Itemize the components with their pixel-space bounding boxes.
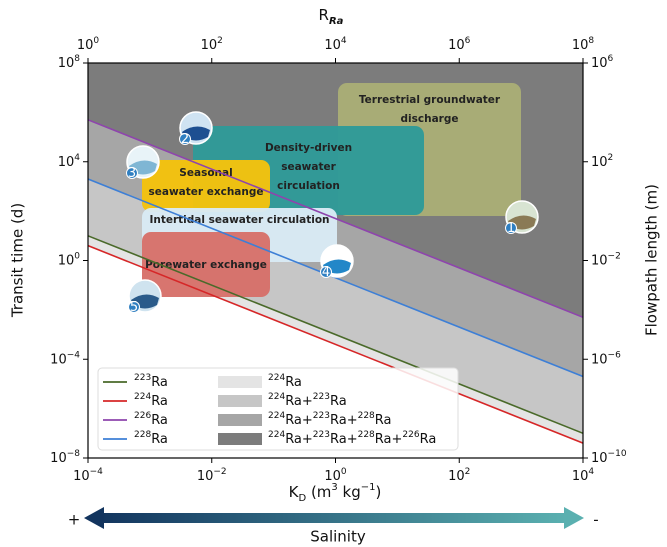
annotation-text: Porewater exchange bbox=[145, 259, 267, 271]
x2-tick-label: 100 bbox=[77, 36, 100, 53]
y-tick-label: 108 bbox=[58, 54, 81, 71]
annotation-text: seawater exchange bbox=[148, 186, 263, 198]
annotation-text: Intertidal seawater circulation bbox=[149, 214, 329, 226]
legend-swatch bbox=[218, 395, 262, 407]
salinity-arrow-shaft bbox=[96, 513, 566, 523]
salinity-label: Salinity bbox=[310, 528, 366, 546]
legend-label: 224Ra bbox=[134, 392, 168, 409]
x-tick-label: 10−4 bbox=[73, 467, 103, 484]
axis-title-part: −1 bbox=[361, 482, 376, 493]
icon-badge bbox=[320, 266, 332, 278]
icon-badge bbox=[179, 133, 191, 145]
y2-axis-title: Flowpath length (m) bbox=[643, 184, 661, 336]
annotation-text: Density-driven bbox=[265, 142, 352, 154]
legend-label: 226Ra bbox=[134, 411, 168, 428]
axis-title-part: Ra bbox=[329, 16, 344, 27]
x2-tick-label: 104 bbox=[324, 36, 347, 53]
icon-badge bbox=[128, 301, 140, 313]
axis-title-part: R bbox=[319, 6, 329, 24]
y2-tick-label: 106 bbox=[591, 54, 614, 71]
legend-swatch bbox=[218, 433, 262, 445]
axis-title-part: ) bbox=[376, 483, 382, 501]
axis-title-part: 3 bbox=[331, 482, 337, 493]
icon-number: 1 bbox=[507, 221, 515, 236]
series-line bbox=[88, 119, 583, 319]
legend-label: 228Ra bbox=[134, 430, 168, 447]
icon-number: 2 bbox=[181, 132, 189, 147]
x-tick-label: 102 bbox=[448, 467, 470, 484]
y2-tick-label: 102 bbox=[591, 152, 613, 169]
x-axis-title: KD (m3 kg−1) bbox=[289, 482, 382, 504]
icon-number: 3 bbox=[128, 166, 136, 181]
annotation-text: seawater bbox=[281, 161, 336, 173]
x-tick-label: 104 bbox=[572, 467, 595, 484]
icon-number: 4 bbox=[322, 265, 330, 280]
y-tick-label: 10−4 bbox=[50, 350, 80, 367]
y2-tick-label: 10−10 bbox=[591, 449, 627, 466]
annotation-text: Terrestrial groundwater bbox=[359, 94, 501, 106]
x-tick-label: 10−2 bbox=[197, 467, 227, 484]
salinity-minus: - bbox=[593, 511, 598, 529]
legend-swatch bbox=[218, 414, 262, 426]
legend-label: 224Ra bbox=[268, 373, 302, 390]
x2-tick-label: 108 bbox=[572, 36, 595, 53]
salinity-arrow-right bbox=[564, 507, 584, 529]
axis-title-part: D bbox=[298, 493, 306, 504]
annotation-text: Seasonal bbox=[179, 167, 232, 179]
annotation-text: circulation bbox=[277, 180, 340, 192]
x2-tick-label: 106 bbox=[448, 36, 471, 53]
icon-number: 5 bbox=[130, 300, 138, 315]
salinity-arrow-left bbox=[84, 507, 104, 529]
icon-badge bbox=[505, 222, 517, 234]
x-tick-label: 100 bbox=[324, 467, 347, 484]
y-axis-title: Transit time (d) bbox=[9, 203, 27, 318]
legend-label: 224Ra+223Ra bbox=[268, 392, 347, 409]
series-line bbox=[88, 244, 583, 444]
y-tick-label: 10−8 bbox=[50, 449, 80, 466]
legend-box bbox=[97, 367, 459, 451]
legend-swatch bbox=[218, 376, 262, 388]
icon-badge bbox=[126, 167, 138, 179]
legend-label: 224Ra+223Ra+228Ra+226Ra bbox=[268, 430, 436, 447]
annotation-text: discharge bbox=[401, 113, 459, 125]
annotation-box bbox=[142, 160, 270, 212]
y2-tick-label: 10−6 bbox=[591, 350, 621, 367]
axis-title-part: K bbox=[289, 483, 300, 501]
legend-label: 223Ra bbox=[134, 373, 168, 390]
x2-axis-title: RRa bbox=[319, 6, 344, 27]
series-line bbox=[88, 178, 583, 378]
y-tick-label: 104 bbox=[58, 152, 81, 169]
x2-tick-label: 102 bbox=[201, 36, 223, 53]
axis-title-part: (m bbox=[306, 483, 331, 501]
series-line bbox=[88, 235, 583, 435]
y-tick-label: 100 bbox=[58, 251, 81, 268]
y2-tick-label: 10−2 bbox=[591, 251, 621, 268]
salinity-plus: + bbox=[68, 511, 81, 529]
legend-label: 224Ra+223Ra+228Ra bbox=[268, 411, 392, 428]
axis-title-part: kg bbox=[338, 483, 361, 501]
